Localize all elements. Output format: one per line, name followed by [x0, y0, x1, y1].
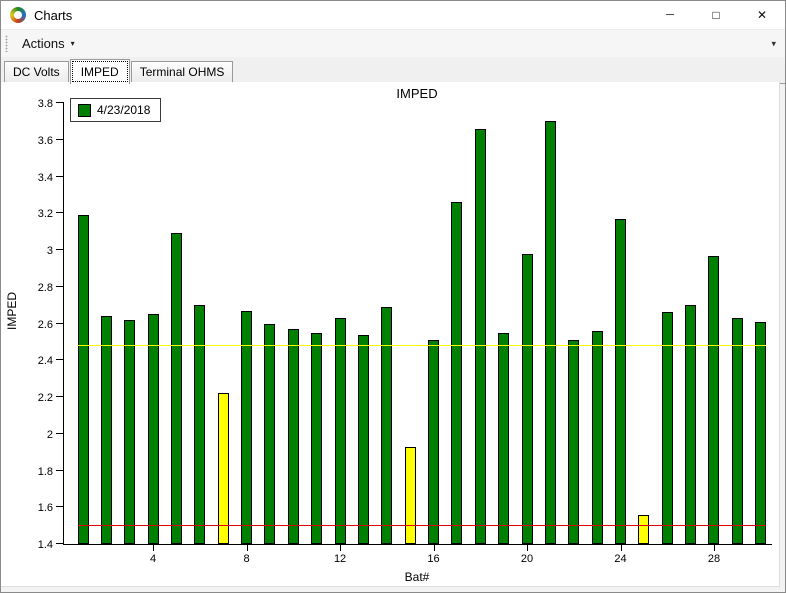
y-tick — [56, 322, 64, 324]
x-tick-label: 16 — [427, 553, 440, 565]
y-tick — [56, 102, 64, 103]
bar-12 — [334, 318, 346, 544]
toolbar: Actions ▾ ▾ — [1, 29, 785, 57]
y-tick — [56, 543, 64, 544]
x-tick — [246, 544, 248, 551]
x-tick — [713, 544, 715, 551]
bar-25 — [638, 514, 650, 544]
bar-16 — [428, 340, 440, 544]
y-tick-label: 3.2 — [37, 208, 53, 221]
toolbar-overflow-button[interactable]: ▾ — [771, 38, 776, 48]
bar-3 — [124, 319, 136, 544]
bar-15 — [404, 446, 416, 544]
bar-17 — [451, 202, 463, 544]
toolbar-grip-handle[interactable] — [5, 35, 8, 52]
y-tick — [56, 249, 64, 250]
bar-14 — [381, 306, 393, 544]
bar-6 — [194, 305, 206, 544]
bar-24 — [615, 218, 626, 544]
x-tick — [620, 544, 622, 551]
bar-9 — [264, 323, 276, 544]
dropdown-arrow-icon: ▾ — [70, 38, 75, 48]
actions-menu-label: Actions — [22, 36, 65, 51]
bar-27 — [685, 305, 697, 544]
bar-5 — [170, 233, 182, 544]
bar-8 — [241, 310, 253, 544]
bar-7 — [217, 393, 229, 544]
y-tick — [56, 138, 64, 140]
y-tick-label: 3.6 — [37, 134, 53, 147]
legend-label: 4/23/2018 — [97, 103, 151, 117]
y-tick-label: 2.2 — [37, 392, 53, 404]
bar-21 — [544, 121, 556, 544]
bar-11 — [311, 332, 323, 544]
bar-19 — [498, 332, 510, 544]
charts-app-icon — [10, 7, 26, 23]
chart-panel: IMPED 4/23/2018 IMPED 1.4 1.6 1.8 2 2.2 2.4 2.… — [1, 82, 780, 587]
chart-title: IMPED — [396, 86, 438, 101]
upper-reference-line — [77, 345, 767, 347]
bar-18 — [474, 128, 486, 544]
x-tick-label: 12 — [333, 553, 347, 565]
x-tick — [340, 544, 342, 551]
plot-area: 1.4 1.6 1.8 2 2.2 2.4 2.6 2.8 3 3.2 3.4 3.6 3.8 4 8 12 1… — [38, 98, 772, 565]
x-tick — [527, 544, 529, 551]
bar-4 — [147, 314, 159, 544]
y-tick — [56, 506, 64, 508]
y-tick-label: 1.6 — [37, 502, 53, 515]
y-tick — [56, 469, 64, 471]
legend-swatch-icon — [78, 103, 91, 117]
y-tick — [56, 212, 64, 214]
y-tick-label: 2 — [46, 428, 53, 441]
bar-26 — [661, 312, 673, 544]
actions-menu-button[interactable]: Actions ▾ — [15, 33, 82, 54]
x-tick-label: 24 — [614, 553, 627, 565]
y-tick-label: 1.8 — [37, 465, 53, 478]
y-tick-label: 3.8 — [37, 98, 53, 110]
bar-2 — [100, 316, 112, 544]
bar-20 — [521, 253, 533, 544]
y-tick-label: 2.8 — [37, 281, 53, 294]
legend: 4/23/2018 — [70, 98, 162, 122]
y-tick — [56, 432, 64, 434]
y-tick — [56, 359, 64, 361]
bar-23 — [591, 330, 603, 544]
tab-dc-volts[interactable]: DC Volts — [4, 61, 69, 83]
close-button[interactable]: ✕ — [756, 8, 768, 22]
y-tick-label: 3 — [46, 245, 53, 257]
x-tick-label: 8 — [243, 553, 250, 565]
bar-13 — [357, 334, 369, 544]
x-tick-label: 20 — [520, 553, 534, 565]
x-tick — [433, 544, 435, 551]
bar-30 — [755, 321, 767, 544]
window-title: Charts — [34, 7, 73, 23]
x-tick-label: 28 — [707, 553, 721, 565]
y-tick-label: 1.4 — [37, 539, 53, 551]
tab-imped[interactable]: IMPED — [69, 59, 130, 84]
lower-reference-line — [77, 524, 767, 526]
bar-29 — [731, 318, 743, 544]
y-tick — [56, 175, 64, 177]
maximize-button[interactable]: □ — [712, 8, 720, 22]
bar-22 — [568, 340, 580, 544]
y-tick-label: 3.4 — [37, 171, 53, 184]
title-bar: Charts ─ □ ✕ — [1, 1, 785, 29]
tab-terminal-ohms[interactable]: Terminal OHMS — [130, 61, 234, 83]
y-tick-label: 2.6 — [37, 318, 53, 331]
tab-strip: DC Volts IMPED Terminal OHMS — [1, 57, 785, 84]
y-tick — [56, 285, 64, 287]
y-tick — [56, 396, 64, 397]
x-tick — [153, 544, 155, 551]
y-tick-label: 2.4 — [37, 355, 53, 368]
window-controls: ─ □ ✕ — [647, 1, 785, 29]
x-tick-label: 4 — [150, 553, 157, 565]
x-axis-label: Bat# — [404, 570, 430, 584]
bar-28 — [708, 255, 720, 544]
bar-10 — [287, 329, 299, 544]
bar-1 — [77, 215, 89, 544]
minimize-button[interactable]: ─ — [666, 9, 674, 21]
